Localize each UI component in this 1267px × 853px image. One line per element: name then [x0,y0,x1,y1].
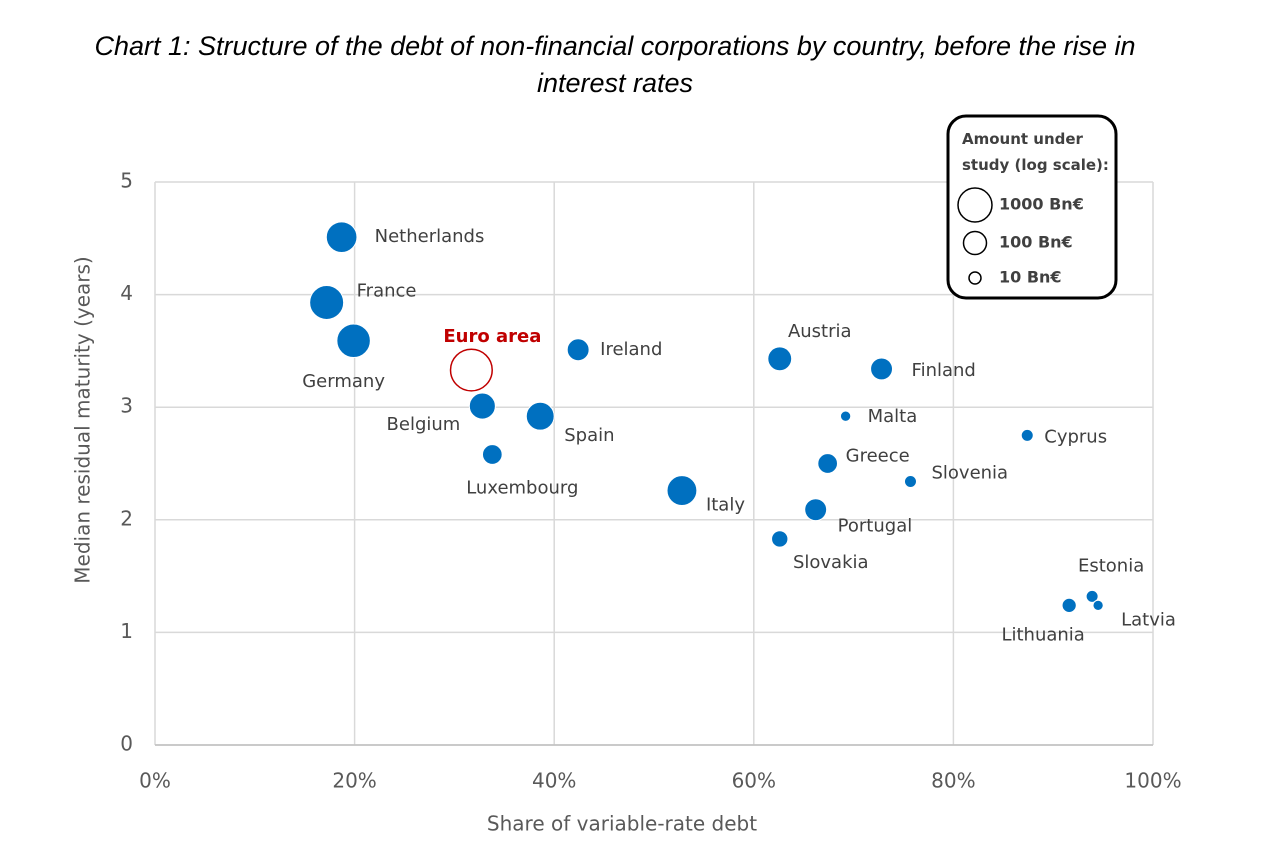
bubble [336,323,371,359]
y-tick-label: 2 [120,506,133,530]
point-label: Netherlands [375,226,485,247]
y-tick-label: 1 [120,619,133,643]
point-label: Slovenia [931,463,1008,484]
x-tick-label: 40% [532,769,576,793]
point-label: Ireland [600,339,662,360]
bubble [870,357,894,381]
bubble [767,346,793,372]
x-axis-title: Share of variable-rate debt [487,812,757,836]
point-label: Italy [706,495,745,516]
point-label: Estonia [1078,555,1144,576]
point-label: Germany [302,371,385,392]
legend-bubble [962,230,988,256]
legend-box [946,114,1118,300]
y-tick-label: 4 [120,281,133,305]
legend-label: 1000 Bn€ [999,195,1084,214]
point-label: Spain [564,425,614,446]
point-label: Portugal [838,516,913,537]
bubble [903,475,917,489]
bubble [525,401,555,431]
x-tick-label: 80% [931,769,975,793]
x-tick-label: 100% [1124,769,1181,793]
bubble [804,498,828,522]
point-label: Malta [868,406,918,427]
bubble [309,284,345,320]
y-tick-label: 3 [120,394,133,418]
legend-bubble [968,271,982,285]
point-label: Cyprus [1044,426,1107,447]
legend-label: 10 Bn€ [999,268,1062,287]
x-tick-label: 0% [139,769,171,793]
point-label: France [357,280,417,301]
bubble [771,530,789,548]
bubble [839,410,852,422]
bubble [666,475,698,506]
point-label: Luxembourg [466,477,578,498]
bubble [1020,428,1034,442]
point-label: Latvia [1121,609,1176,630]
x-tick-label: 60% [732,769,776,793]
point-label: Slovakia [793,552,869,573]
point-label: Austria [788,321,852,342]
y-tick-label: 0 [120,732,133,756]
y-tick-label: 5 [120,169,133,193]
bubble [1092,599,1104,612]
legend-label: 100 Bn€ [999,233,1073,252]
bubble [566,338,590,362]
bubble [817,453,838,474]
bubble [468,392,496,420]
chart-title: Chart 1: Structure of the debt of non-fi… [94,31,1136,98]
bubble [449,348,493,392]
point-label: Finland [912,360,976,381]
point-label: Lithuania [1001,624,1084,645]
bubble [1085,589,1099,603]
bubble [325,221,358,254]
legend-title: Amount under study (log scale): [962,130,1109,174]
y-axis-title: Median residual maturity (years) [71,256,95,583]
x-tick-label: 20% [332,769,376,793]
point-label: Euro area [443,326,541,347]
point-label: Greece [846,446,910,467]
legend-bubble [957,187,993,223]
point-label: Belgium [387,414,461,435]
bubble [481,444,503,465]
bubble [1061,597,1077,613]
